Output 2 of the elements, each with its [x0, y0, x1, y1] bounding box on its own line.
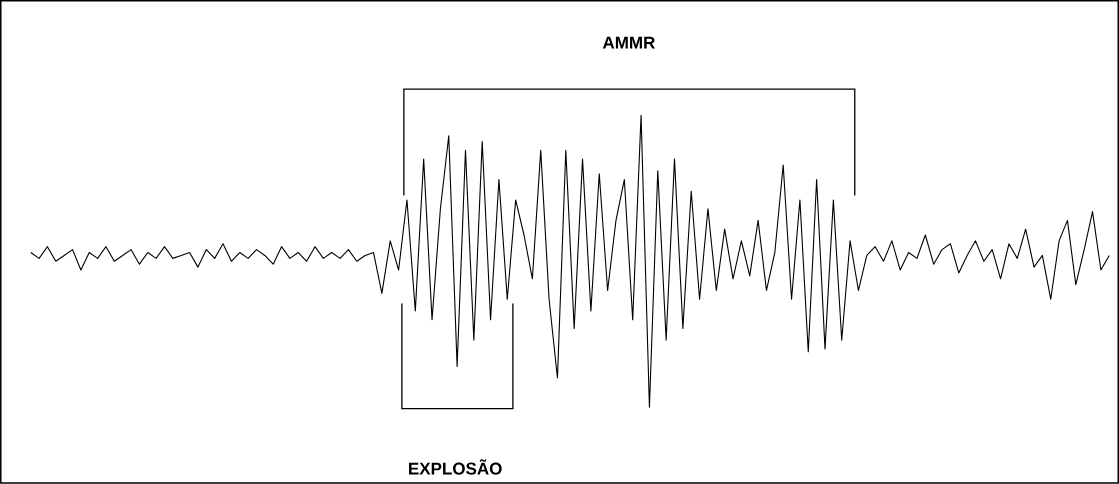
text: EXPLOSÃO — [409, 459, 502, 475]
text: AMMR — [602, 36, 656, 49]
